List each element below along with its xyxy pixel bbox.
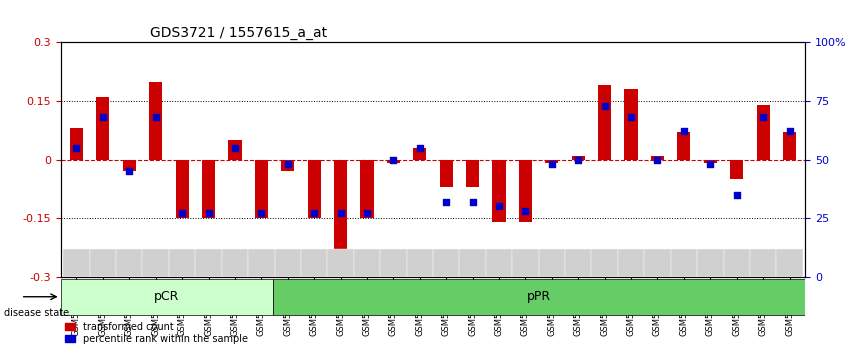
Point xyxy=(572,157,585,162)
Bar xyxy=(334,160,347,265)
Bar xyxy=(591,249,617,277)
Bar xyxy=(757,105,770,160)
Bar xyxy=(651,156,664,160)
Bar xyxy=(539,249,565,277)
Bar xyxy=(169,249,196,277)
Point xyxy=(69,145,83,151)
Bar xyxy=(459,249,486,277)
Bar xyxy=(750,249,776,277)
Bar xyxy=(407,249,433,277)
Point xyxy=(783,129,797,134)
Point xyxy=(228,145,242,151)
Bar xyxy=(96,97,109,160)
Bar xyxy=(440,160,453,187)
Bar xyxy=(413,148,426,160)
Bar xyxy=(176,160,189,218)
Point xyxy=(624,115,638,120)
Point xyxy=(175,211,189,216)
Point xyxy=(149,115,163,120)
Bar xyxy=(202,160,215,218)
Bar xyxy=(617,249,644,277)
Point xyxy=(466,199,480,205)
Bar xyxy=(90,249,116,277)
Bar xyxy=(255,160,268,218)
Point xyxy=(333,211,347,216)
Point xyxy=(519,208,533,214)
Point xyxy=(307,211,321,216)
Text: GDS3721 / 1557615_a_at: GDS3721 / 1557615_a_at xyxy=(150,26,327,40)
Text: pCR: pCR xyxy=(154,290,180,303)
Bar xyxy=(70,129,83,160)
Bar xyxy=(546,160,559,164)
Point xyxy=(255,211,268,216)
FancyBboxPatch shape xyxy=(274,279,805,315)
Bar xyxy=(275,249,301,277)
Bar xyxy=(776,249,803,277)
Bar xyxy=(677,132,690,160)
Bar xyxy=(704,160,717,164)
Bar xyxy=(116,249,143,277)
Bar xyxy=(387,160,400,164)
Point xyxy=(439,199,453,205)
FancyBboxPatch shape xyxy=(61,279,274,315)
Text: disease state: disease state xyxy=(4,308,69,318)
Point xyxy=(202,211,216,216)
Bar xyxy=(572,156,585,160)
Bar xyxy=(281,160,294,171)
Point xyxy=(598,103,611,109)
Bar xyxy=(519,160,532,222)
Bar xyxy=(380,249,407,277)
Bar xyxy=(143,249,169,277)
Bar xyxy=(354,249,380,277)
Bar xyxy=(624,89,637,160)
Bar xyxy=(301,249,327,277)
Bar xyxy=(493,160,506,222)
Point xyxy=(677,129,691,134)
Bar xyxy=(123,160,136,171)
Bar xyxy=(723,249,750,277)
Point xyxy=(360,211,374,216)
Bar xyxy=(598,85,611,160)
Bar xyxy=(486,249,512,277)
Point xyxy=(756,115,770,120)
Bar xyxy=(512,249,539,277)
Point xyxy=(122,169,136,174)
Bar xyxy=(229,140,242,160)
Point xyxy=(545,161,559,167)
Point xyxy=(492,204,506,209)
Point xyxy=(281,161,294,167)
Bar xyxy=(697,249,723,277)
Bar xyxy=(360,160,373,218)
Bar xyxy=(307,160,320,218)
Point xyxy=(413,145,427,151)
Legend: transformed count, percentile rank within the sample: transformed count, percentile rank withi… xyxy=(66,322,248,344)
Point xyxy=(703,161,717,167)
Bar xyxy=(466,160,479,187)
Bar xyxy=(644,249,670,277)
Bar xyxy=(783,132,796,160)
Bar xyxy=(730,160,743,179)
Bar xyxy=(149,81,162,160)
Bar xyxy=(565,249,591,277)
Bar xyxy=(196,249,222,277)
Point xyxy=(650,157,664,162)
Bar xyxy=(433,249,459,277)
Point xyxy=(386,157,400,162)
Point xyxy=(730,192,744,198)
Bar xyxy=(63,249,90,277)
Point xyxy=(96,115,110,120)
Text: pPR: pPR xyxy=(527,290,552,303)
Bar xyxy=(327,249,354,277)
Bar xyxy=(670,249,697,277)
Bar xyxy=(222,249,249,277)
Bar xyxy=(249,249,275,277)
